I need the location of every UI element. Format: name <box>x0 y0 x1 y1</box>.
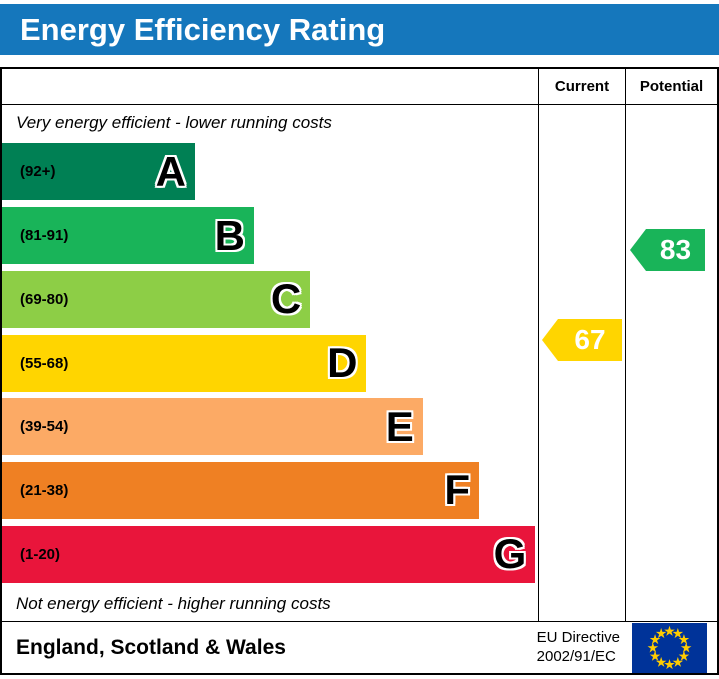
band-row-g: (1-20) G <box>2 522 538 586</box>
potential-column-header: Potential <box>625 69 717 104</box>
band-range-label: (55-68) <box>20 354 69 372</box>
band-bar-f: (21-38) F <box>2 461 480 519</box>
band-row-f: (21-38) F <box>2 459 538 523</box>
band-range-label: (21-38) <box>20 481 69 499</box>
bottom-caption: Not energy efficient - higher running co… <box>16 593 331 613</box>
current-rating-column: 67 <box>538 105 625 621</box>
current-rating-value: 67 <box>574 324 606 355</box>
band-row-c: (69-80) C <box>2 267 538 331</box>
title-banner: Energy Efficiency Rating <box>0 4 719 55</box>
band-bar-c: (69-80) C <box>2 270 311 328</box>
potential-rating-value: 83 <box>659 234 692 265</box>
band-row-e: (39-54) E <box>2 395 538 459</box>
band-range-label: (69-80) <box>20 290 69 308</box>
band-letter: F <box>444 466 471 514</box>
band-letter: D <box>327 339 358 387</box>
band-bar-a: (92+) A <box>2 143 195 201</box>
chart-footer: England, Scotland & Wales EU Directive 2… <box>2 621 717 673</box>
chart-body: Very energy efficient - lower running co… <box>2 105 717 621</box>
band-bar-b: (81-91) B <box>2 207 254 265</box>
eu-directive-text: EU Directive 2002/91/EC <box>537 629 620 667</box>
header-spacer <box>2 69 538 104</box>
top-caption: Very energy efficient - lower running co… <box>16 112 332 132</box>
column-header-row: Current Potential <box>2 69 717 105</box>
current-rating-arrow: 67 <box>542 319 622 361</box>
band-range-label: (92+) <box>20 163 56 181</box>
band-letter: C <box>270 275 302 323</box>
band-bar-d: (55-68) D <box>2 334 367 392</box>
band-range-label: (1-20) <box>20 545 61 563</box>
band-row-b: (81-91) B <box>2 204 538 268</box>
eu-flag-icon <box>632 622 707 673</box>
region-label: England, Scotland & Wales <box>16 635 286 659</box>
eu-directive-line1: EU Directive <box>536 628 620 646</box>
potential-rating-column: 83 <box>625 105 717 621</box>
epc-energy-efficiency-chart: Energy Efficiency Rating Current Potenti… <box>0 4 719 679</box>
rating-bars-area: Very energy efficient - lower running co… <box>2 105 538 621</box>
band-letter: G <box>493 530 527 578</box>
chart-frame: Current Potential Very energy efficient … <box>0 67 719 675</box>
band-letter: E <box>385 402 414 450</box>
potential-rating-arrow: 83 <box>630 229 705 271</box>
band-letter: B <box>214 211 245 259</box>
band-range-label: (39-54) <box>20 418 69 436</box>
footer-right: EU Directive 2002/91/EC <box>537 622 707 673</box>
band-row-a: (92+) A <box>2 140 538 204</box>
band-row-d: (55-68) D <box>2 331 538 395</box>
eu-directive-line2: 2002/91/EC <box>536 647 616 665</box>
page-title: Energy Efficiency Rating <box>20 11 386 47</box>
band-bar-g: (1-20) G <box>2 525 536 583</box>
current-column-header: Current <box>538 69 625 104</box>
band-letter: A <box>155 147 186 195</box>
band-bar-e: (39-54) E <box>2 398 423 456</box>
band-range-label: (81-91) <box>20 227 69 245</box>
